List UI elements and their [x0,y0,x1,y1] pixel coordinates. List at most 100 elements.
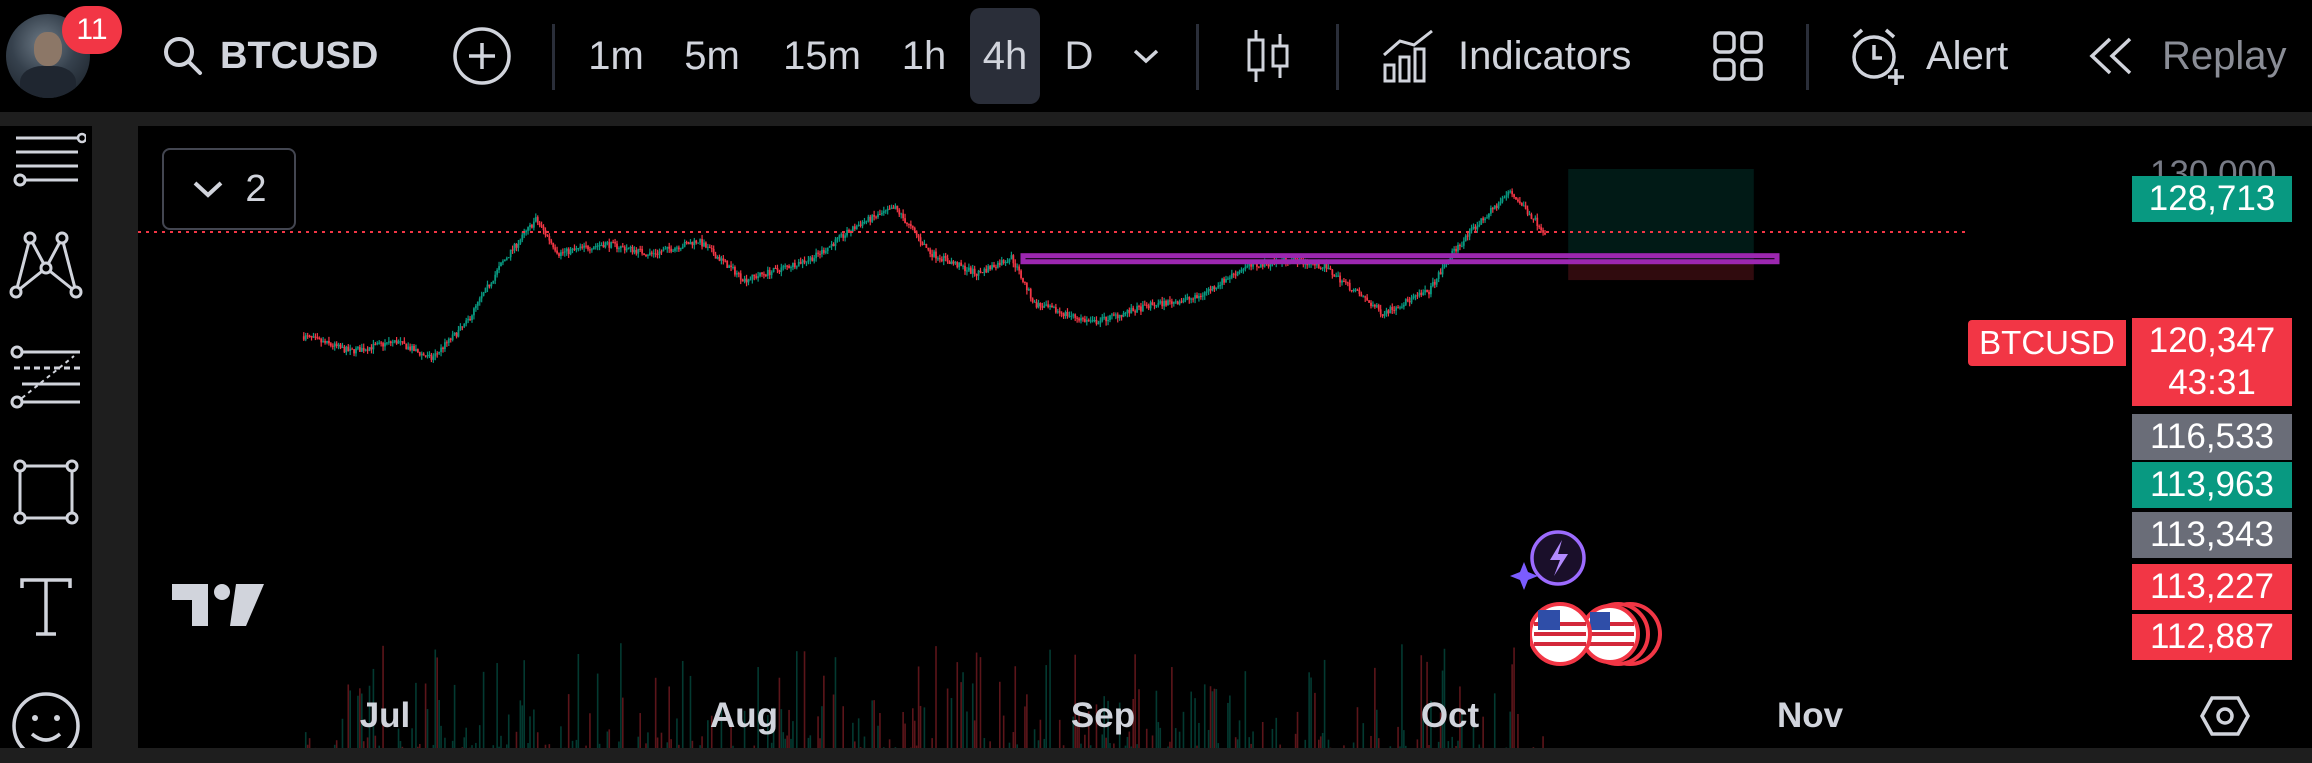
candle-body [1431,281,1434,286]
alert-label: Alert [1926,33,2009,78]
alert-button[interactable]: Alert [1846,0,2036,112]
candle-body [1215,287,1218,289]
candle-body [1489,208,1492,214]
layouts-button[interactable] [1706,0,1770,112]
volume-bar [575,739,578,756]
candle-body [589,249,591,251]
candle-body [662,249,665,252]
candle-body [1530,214,1533,219]
candle-body [608,242,611,248]
candle-body [1072,314,1075,316]
volume-bar [415,682,417,756]
volume-bar [1118,702,1121,756]
indicators-button[interactable]: Indicators [1380,0,1660,112]
candle-body [1399,307,1401,309]
candle-body [846,229,848,236]
candle-body [436,353,439,355]
volume-bar [681,660,684,756]
symbol-search-button[interactable]: BTCUSD [160,0,400,112]
candle-body [1132,307,1135,312]
candle-body [788,265,790,268]
candle-body [890,207,893,210]
candle-body [1540,227,1543,231]
volume-bar [689,675,692,756]
volume-bar [1072,716,1075,756]
chart-type-button[interactable] [1236,0,1300,112]
compare-symbol-button[interactable] [446,0,518,112]
candle-body [544,230,547,235]
candle-body [896,205,899,210]
pattern-tool-button[interactable] [6,228,86,304]
candle-body [1008,259,1011,262]
candle-body [561,252,564,254]
crosshair-lines-icon [13,132,86,187]
candle-body [1095,319,1098,324]
timeframe-1m[interactable]: 1m [588,33,644,78]
text-tool-button[interactable] [6,574,86,640]
replay-button[interactable]: Replay [2084,0,2312,112]
timeframe-d[interactable]: D [1064,33,1094,78]
candle-body [1375,305,1378,307]
candle-body [1029,288,1032,299]
candle-body [378,342,381,344]
candle-body [1105,316,1108,322]
fib-tool-button[interactable] [6,344,86,410]
candle-body [1544,232,1546,235]
candle-body [492,280,495,284]
volume-bar [743,710,746,756]
candle-body [1339,275,1341,283]
candle-body [1422,292,1425,295]
candle-body [386,342,388,344]
candle-body [606,242,609,244]
volume-bar [1441,670,1444,756]
volume-bar [1026,694,1028,756]
candles-layer [302,188,1546,363]
price-chart[interactable] [138,126,2312,756]
timeframe-dropdown[interactable] [1118,0,1174,112]
candle-body [1257,266,1260,268]
timeframe-5m[interactable]: 5m [684,33,740,78]
ai-flash-icon[interactable] [1510,526,1590,601]
candle-body [952,261,955,264]
volume-bar [1107,700,1109,756]
candle-body [695,240,698,243]
candle-body [749,279,752,281]
cursor-tool-button[interactable] [6,132,86,188]
candle-body [1323,263,1326,268]
candle-body [413,345,415,351]
candle-body [875,216,877,218]
candle-body [840,234,843,236]
timeframe-15m[interactable]: 15m [783,33,861,78]
candle-body [600,245,603,247]
zone-rectangle [1020,253,1780,265]
rectangle-tool-button[interactable] [6,456,86,528]
chart-settings-button[interactable] [2199,694,2251,743]
volume-bar [784,738,786,756]
economic-events-icons[interactable] [1528,598,1670,675]
candle-body [430,354,433,360]
candle-body [1060,312,1063,314]
legend-toggle[interactable]: 2 [162,148,296,230]
volume-bar [1178,731,1181,756]
candle-body [886,208,889,211]
timeframe-1h[interactable]: 1h [901,33,947,78]
candle-body [353,349,355,354]
candle-body [525,230,528,233]
chart-area[interactable] [138,126,2312,756]
volume-bar [533,709,535,756]
volume-bar [852,722,854,756]
candle-body [1441,267,1444,275]
volume-bar [879,713,881,756]
candle-body [1083,318,1086,322]
candle-body [1126,309,1129,313]
candle-body [1205,291,1208,293]
volume-bar [1416,739,1419,756]
candle-body [728,265,731,268]
candle-body [906,223,908,225]
candle-body [1076,317,1079,319]
candle-body [532,221,535,228]
candle-body [488,284,491,287]
candle-body [716,257,719,259]
timeframe-4h[interactable]: 4h [970,8,1040,104]
volume-bar [1227,702,1229,756]
